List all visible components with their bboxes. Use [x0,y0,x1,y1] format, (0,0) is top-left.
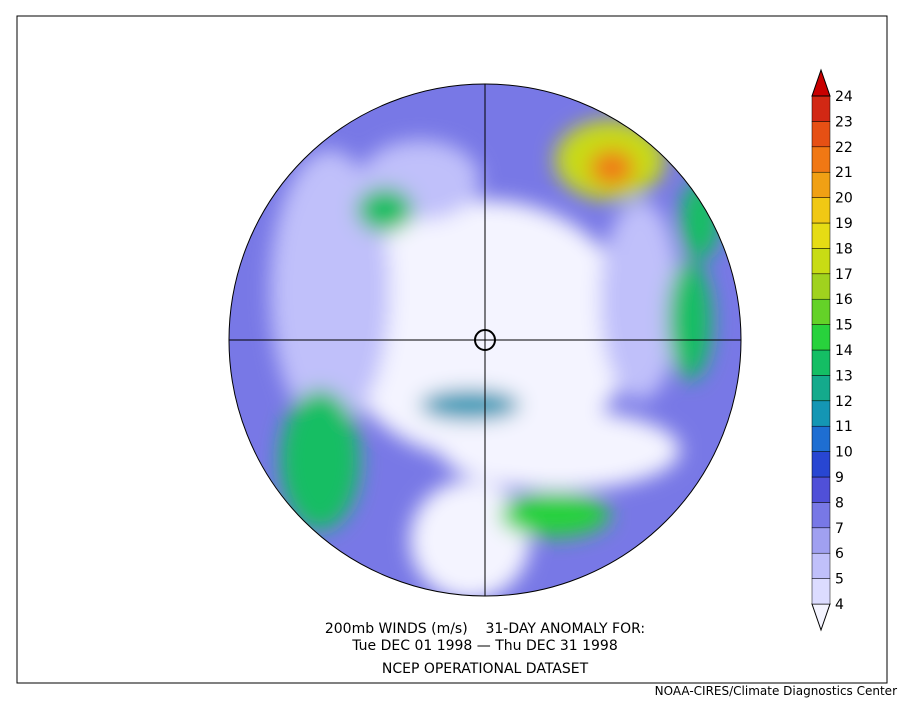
colorbar-bin [811,502,831,529]
colorbar-bin [811,273,831,300]
colorbar-bin [811,451,831,478]
colorbar-label: 23 [835,114,853,130]
colorbar: 4 5 6 7 8 9 10 11 12 13 14 15 16 17 18 19 20 21 22 23 24 [811,68,853,632]
colorbar-bin [811,578,831,605]
colorbar-label: 16 [835,292,853,308]
colorbar-bin [811,324,831,351]
colorbar-bin [811,95,831,122]
colorbar-label: 22 [835,140,853,156]
colorbar-label: 5 [835,572,844,588]
colorbar-bin [811,425,831,452]
colorbar-bin [811,222,831,249]
title-line: NCEP OPERATIONAL DATASET [382,661,589,677]
colorbar-label: 14 [835,343,853,359]
colorbar-label: 4 [835,597,844,613]
colorbar-bin [811,476,831,503]
colorbar-label: 12 [835,394,853,410]
colorbar-label: 24 [835,89,853,105]
colorbar-bin [811,121,831,148]
colorbar-over [811,68,831,97]
credit: NOAA-CIRES/Climate Diagnostics Center [655,684,897,698]
colorbar-label: 17 [835,267,853,283]
colorbar-bin [811,375,831,402]
colorbar-label: 20 [835,191,853,207]
colorbar-label: 8 [835,495,844,511]
pole [474,329,496,351]
colorbar-label: 19 [835,216,853,232]
colorbar-label: 15 [835,318,853,334]
colorbar-bin [811,349,831,376]
colorbar-bin [811,298,831,325]
colorbar-bin [811,527,831,554]
colorbar-label: 6 [835,546,844,562]
colorbar-label: 7 [835,521,844,537]
colorbar-bin [811,197,831,224]
colorbar-label: 11 [835,419,853,435]
colorbar-label: 9 [835,470,844,486]
colorbar-label: 21 [835,165,853,181]
colorbar-label: 10 [835,445,853,461]
colorbar-bin [811,400,831,427]
colorbar-bin [811,171,831,198]
colorbar-label: 18 [835,241,853,257]
colorbar-bin [811,248,831,275]
colorbar-label: 13 [835,368,853,384]
colorbar-bin [811,146,831,173]
title-line: 200mb WINDS (m/s) 31-DAY ANOMALY FOR: [325,621,645,637]
colorbar-bin [811,552,831,579]
title-line: Tue DEC 01 1998 — Thu DEC 31 1998 [351,638,618,654]
